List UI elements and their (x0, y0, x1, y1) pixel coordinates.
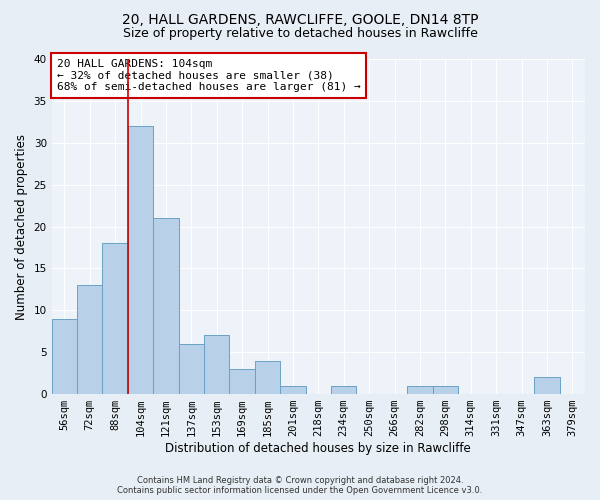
Bar (280, 386, 305, 394)
Text: Contains HM Land Registry data © Crown copyright and database right 2024.
Contai: Contains HM Land Registry data © Crown c… (118, 476, 482, 495)
Text: 20, HALL GARDENS, RAWCLIFFE, GOOLE, DN14 8TP: 20, HALL GARDENS, RAWCLIFFE, GOOLE, DN14… (122, 12, 478, 26)
Bar (433, 386, 458, 394)
Text: 20 HALL GARDENS: 104sqm
← 32% of detached houses are smaller (38)
68% of semi-de: 20 HALL GARDENS: 104sqm ← 32% of detache… (57, 59, 361, 92)
Bar (255, 360, 280, 394)
Bar (103, 244, 128, 394)
Bar (229, 369, 255, 394)
Bar (204, 336, 229, 394)
X-axis label: Distribution of detached houses by size in Rawcliffe: Distribution of detached houses by size … (166, 442, 471, 455)
Bar (179, 344, 204, 394)
Bar (77, 285, 103, 394)
Text: Size of property relative to detached houses in Rawcliffe: Size of property relative to detached ho… (122, 28, 478, 40)
Bar (407, 386, 433, 394)
Bar (153, 218, 179, 394)
Bar (52, 318, 77, 394)
Bar (331, 386, 356, 394)
Bar (534, 378, 560, 394)
Bar (128, 126, 153, 394)
Y-axis label: Number of detached properties: Number of detached properties (15, 134, 28, 320)
